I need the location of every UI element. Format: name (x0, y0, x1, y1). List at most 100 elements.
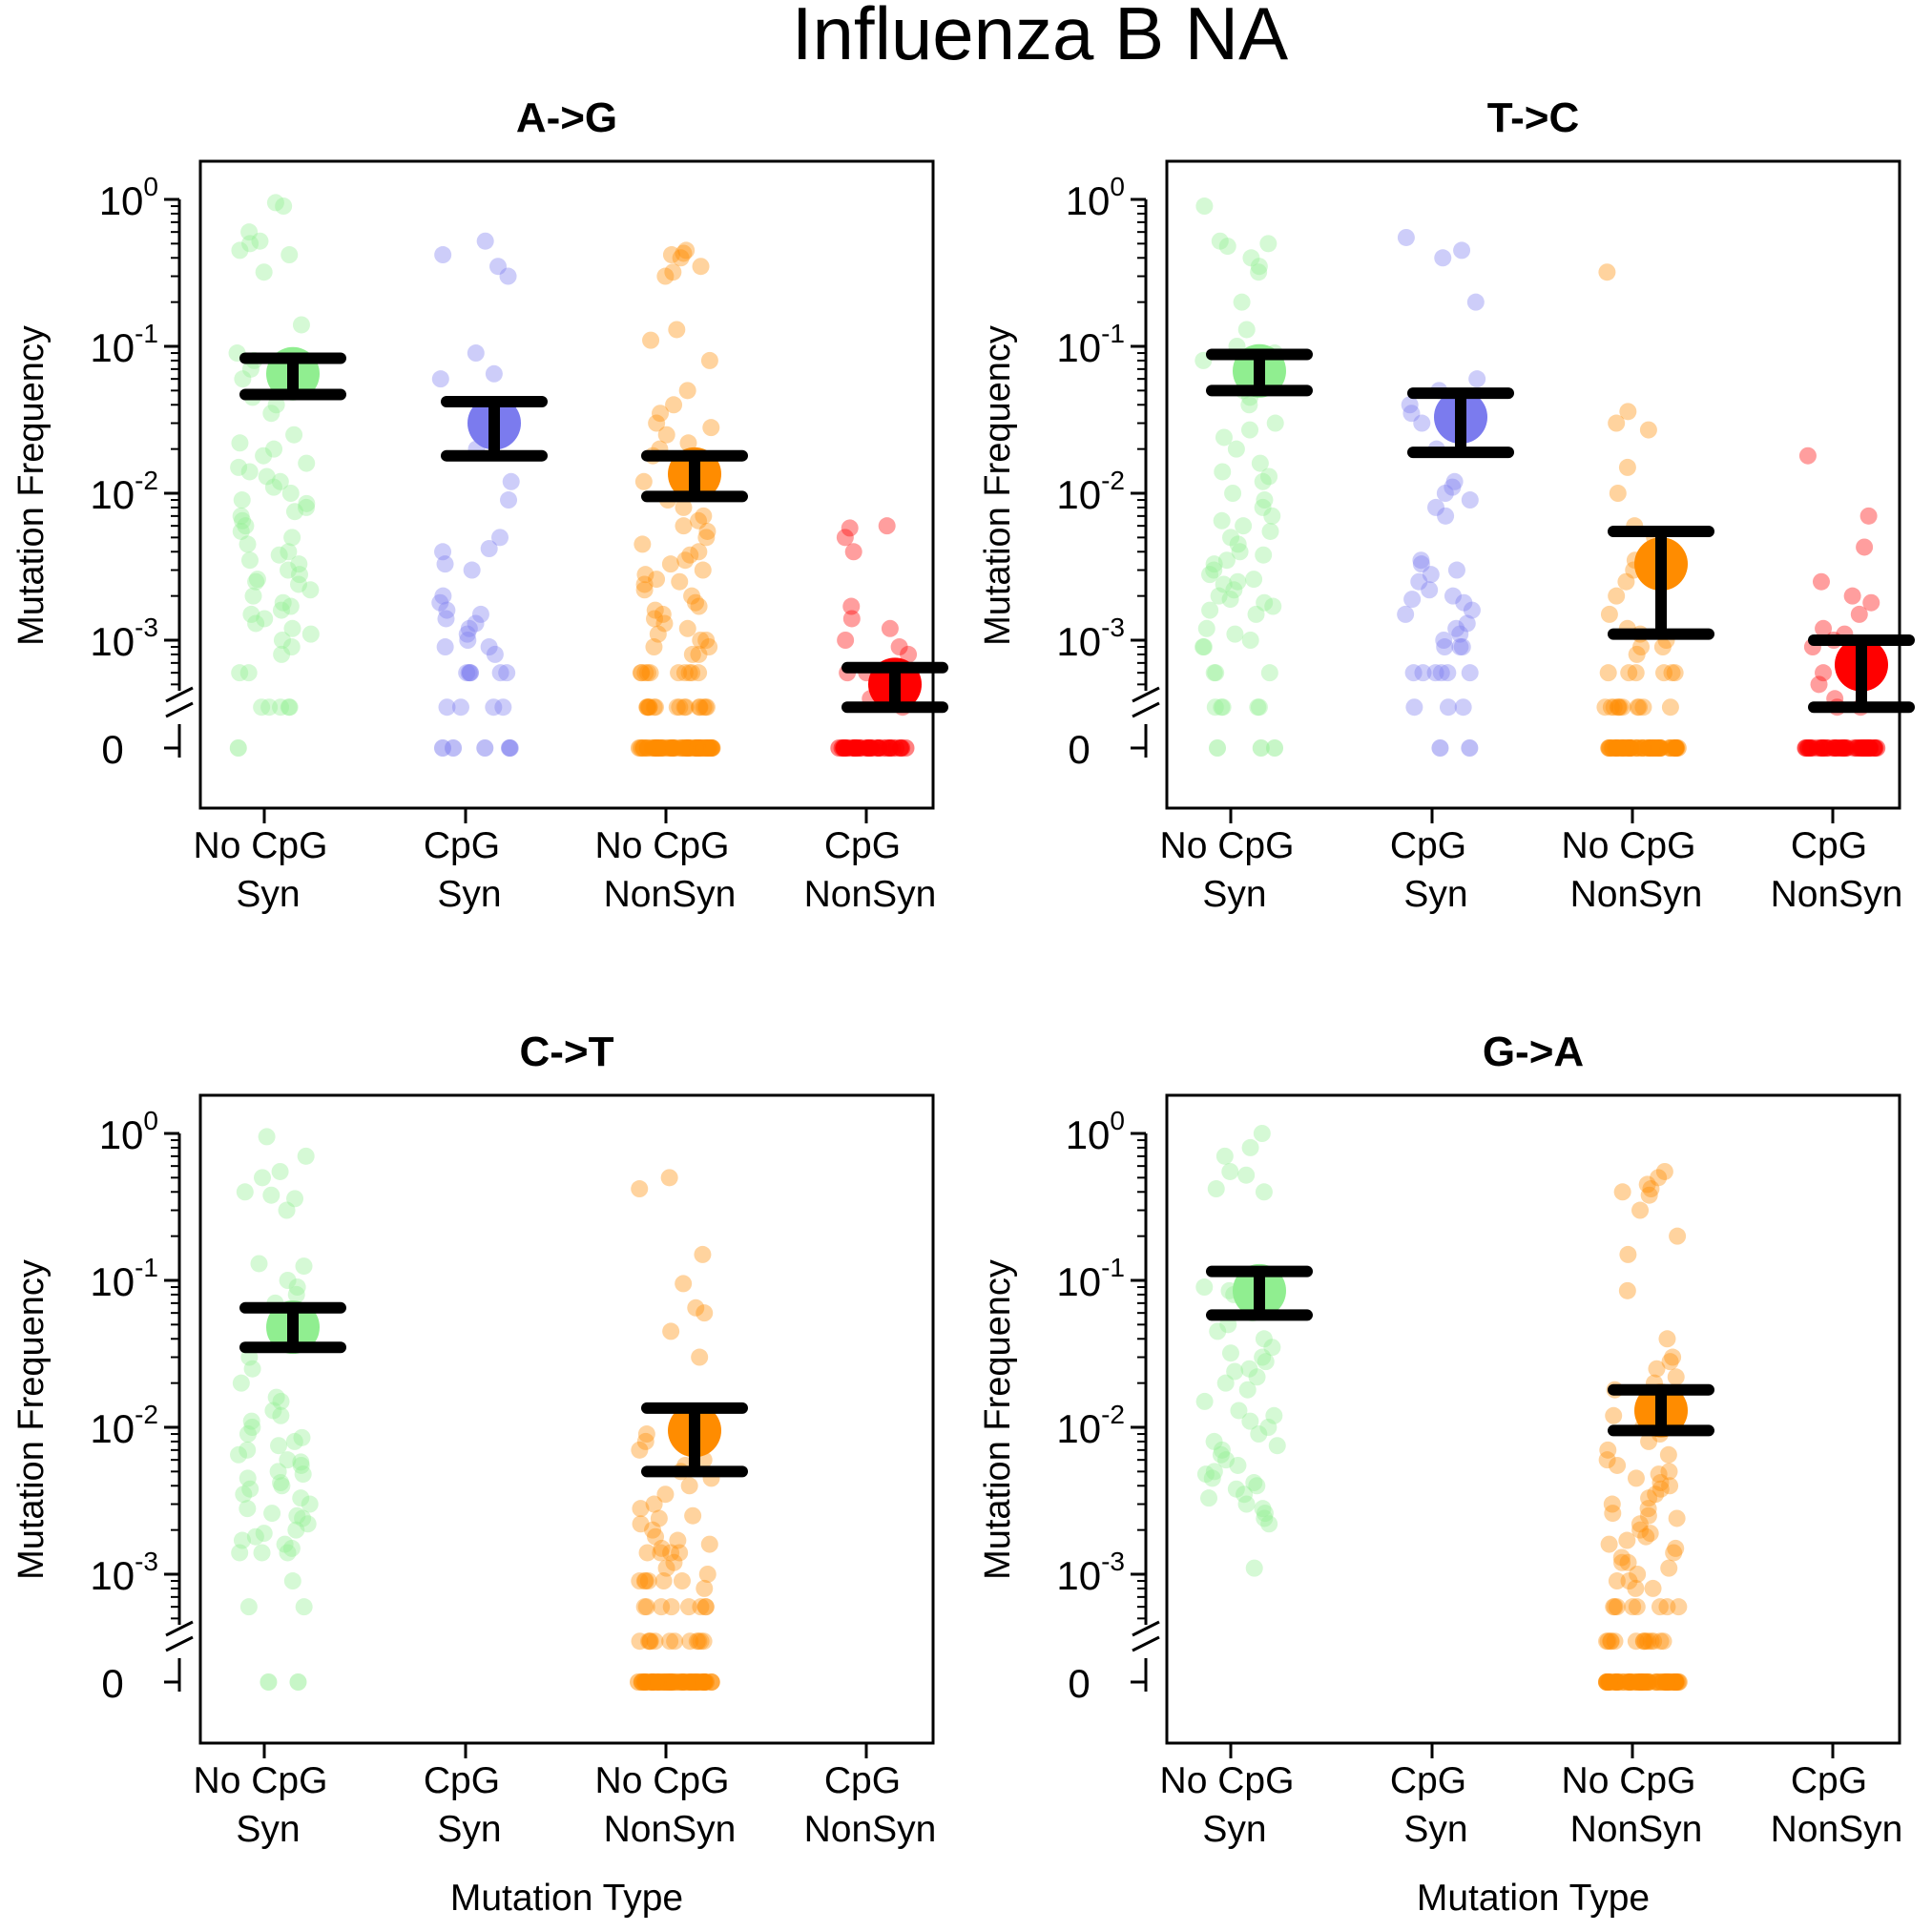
data-point (1604, 1505, 1622, 1523)
data-point (647, 1527, 665, 1546)
data-point (276, 1535, 294, 1553)
data-point (480, 540, 498, 558)
x-category-label-line2: Syn (1403, 874, 1467, 915)
error-bar (1608, 1383, 1714, 1437)
data-point (1610, 698, 1628, 717)
data-point (299, 1515, 317, 1533)
data-point (638, 1544, 656, 1562)
data-point (237, 517, 255, 535)
data-point (638, 664, 656, 682)
data-point (232, 522, 250, 540)
data-point (1240, 1360, 1258, 1378)
x-category-label-line1: No CpG (1562, 825, 1696, 866)
data-point (836, 529, 854, 547)
data-point (1205, 561, 1223, 579)
data-point (1201, 601, 1219, 619)
data-point (437, 610, 455, 628)
y-tick-label-zero: 0 (1068, 1661, 1090, 1706)
axis-break-mark (1132, 1635, 1160, 1652)
data-point (298, 454, 316, 472)
data-point (662, 246, 680, 264)
x-category-label-line1: No CpG (1160, 1760, 1295, 1801)
data-point (1401, 396, 1419, 414)
data-point-zero (863, 739, 882, 757)
data-point (253, 698, 271, 717)
data-point (1210, 587, 1228, 605)
data-point (696, 1579, 714, 1597)
data-point-zero (445, 739, 463, 757)
data-point (656, 1485, 675, 1504)
data-point (239, 664, 258, 682)
x-category-label-line1: CpG (824, 825, 901, 866)
data-point (662, 1544, 680, 1562)
data-point (434, 587, 452, 605)
data-point (288, 1278, 306, 1297)
data-point (1241, 1138, 1259, 1156)
data-point (1215, 428, 1233, 447)
data-point (668, 698, 686, 717)
data-point (1613, 1553, 1631, 1571)
data-point (290, 575, 308, 593)
data-point (1197, 619, 1215, 637)
data-point (634, 535, 652, 553)
data-point (1224, 485, 1242, 502)
data-point (632, 1515, 650, 1533)
data-point (1639, 1500, 1657, 1518)
y-tick-label: 100 (1066, 172, 1125, 223)
data-point (1445, 472, 1464, 490)
data-point (695, 698, 713, 717)
data-point (298, 494, 316, 512)
data-point (231, 664, 249, 682)
data-point (1468, 370, 1486, 388)
y-tick-label-zero: 0 (1068, 727, 1090, 772)
data-point (641, 1632, 659, 1651)
data-point (1422, 566, 1440, 584)
data-point (1640, 1489, 1658, 1507)
data-point (491, 664, 509, 682)
data-point (1255, 546, 1273, 564)
axis-break-mark (1132, 686, 1160, 703)
data-point (258, 1128, 276, 1146)
data-point (476, 232, 494, 250)
data-point (1627, 1469, 1645, 1487)
data-point (1227, 440, 1245, 458)
data-point (471, 605, 489, 623)
data-point (675, 498, 693, 516)
data-point (1216, 1374, 1235, 1392)
data-point (460, 664, 478, 682)
data-point (632, 664, 650, 682)
data-point (283, 529, 301, 547)
data-point (1617, 572, 1635, 591)
data-point (1260, 467, 1278, 486)
error-bar (1808, 634, 1915, 714)
data-point (1397, 605, 1415, 623)
data-point-zero (881, 739, 899, 757)
y-tick-label: 100 (1066, 1106, 1125, 1157)
data-point (1605, 698, 1623, 717)
data-point (1215, 575, 1233, 593)
data-point (1668, 1509, 1686, 1527)
data-point (653, 1539, 671, 1557)
y-tick-label: 10-1 (90, 1253, 158, 1304)
data-point (690, 511, 708, 530)
data-point (1631, 1515, 1649, 1533)
data-point (635, 1598, 654, 1616)
data-point (1214, 698, 1232, 717)
series-no_cpg_nonsyn (631, 241, 748, 757)
data-point (646, 1632, 664, 1651)
data-point (690, 698, 708, 717)
data-point (461, 664, 479, 682)
data-point (1862, 593, 1880, 612)
data-point (1598, 1632, 1616, 1651)
data-point-zero (1659, 1673, 1677, 1691)
data-point (697, 698, 716, 717)
data-point (1263, 507, 1281, 525)
data-point (1661, 1353, 1679, 1371)
data-point (1215, 1147, 1234, 1165)
y-tick-label: 10-3 (90, 613, 158, 664)
error-bar (1407, 387, 1514, 459)
data-point (1436, 485, 1454, 502)
y-tick-label: 10-3 (90, 1547, 158, 1598)
data-point (1229, 572, 1247, 591)
data-point (676, 698, 695, 717)
